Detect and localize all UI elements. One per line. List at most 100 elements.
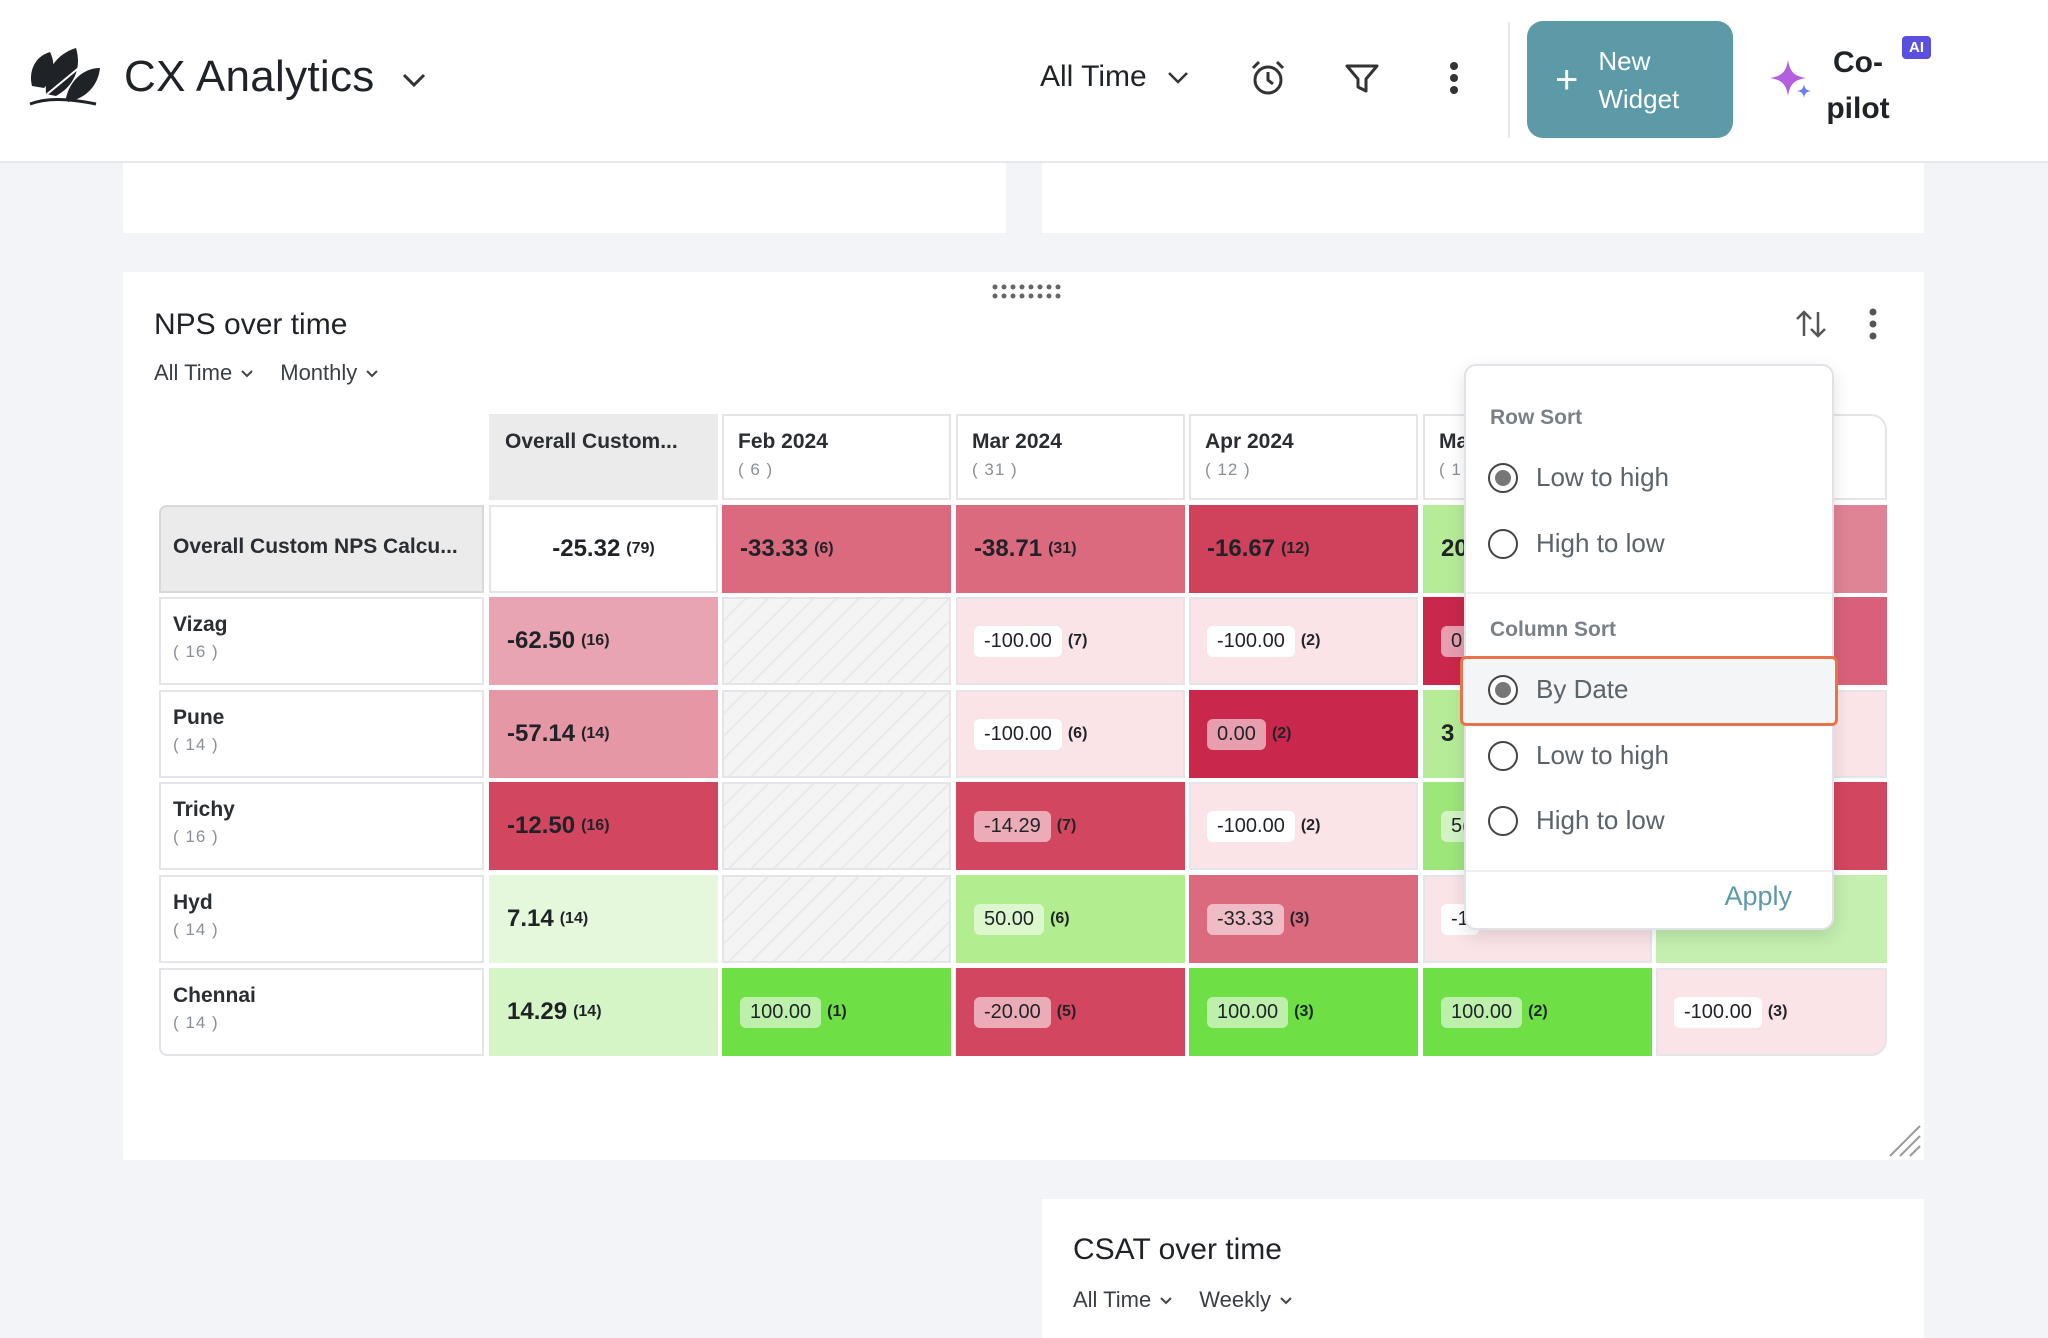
granularity-filter[interactable]: Monthly bbox=[280, 360, 379, 386]
nps-cell[interactable]: -62.50 (16) bbox=[489, 597, 718, 685]
widget-filters: All Time Weekly bbox=[1073, 1287, 1293, 1313]
nps-value: -57.14 bbox=[507, 720, 576, 747]
time-range-select[interactable]: All Time bbox=[1040, 60, 1191, 94]
nps-value: -100.00 bbox=[1674, 996, 1762, 1028]
row-header-trichy[interactable]: Trichy ( 16 ) bbox=[159, 782, 484, 870]
app-title[interactable]: CX Analytics bbox=[124, 52, 375, 101]
chevron-down-icon[interactable] bbox=[398, 64, 430, 96]
widget-filters: All Time Monthly bbox=[154, 360, 379, 386]
nps-cell[interactable]: 100.00 (2) bbox=[1423, 968, 1652, 1056]
header-divider bbox=[1508, 22, 1510, 138]
nps-value: 7.14 bbox=[507, 905, 554, 932]
nps-value: 50.00 bbox=[974, 903, 1045, 935]
nps-value: 100.00 bbox=[1441, 996, 1523, 1028]
column-header-apr-2024[interactable]: Apr 2024 ( 12 ) bbox=[1189, 414, 1418, 500]
option-label: Low to high bbox=[1536, 740, 1669, 770]
plus-icon: + bbox=[1555, 57, 1579, 102]
nps-cell[interactable]: 0.00 (2) bbox=[1189, 690, 1418, 778]
alarm-clock-icon[interactable] bbox=[1248, 58, 1288, 98]
nps-count: (3) bbox=[1289, 910, 1310, 927]
nps-count: (2) bbox=[1271, 725, 1292, 742]
widget-title: CSAT over time bbox=[1073, 1233, 1282, 1266]
copilot-button[interactable]: Co-pilot AI bbox=[1770, 36, 1931, 126]
nps-cell[interactable]: -100.00 (6) bbox=[956, 690, 1185, 778]
nps-cell[interactable]: 100.00 (1) bbox=[722, 968, 951, 1056]
nps-cell[interactable]: 14.29 (14) bbox=[489, 968, 718, 1056]
radio[interactable] bbox=[1488, 805, 1518, 836]
nps-cell[interactable]: -33.33 (3) bbox=[1189, 875, 1418, 963]
nps-cell[interactable]: 7.14 (14) bbox=[489, 875, 718, 963]
column-sort-low-to-high[interactable]: Low to high bbox=[1488, 740, 1669, 771]
filter-icon[interactable] bbox=[1342, 58, 1382, 98]
granularity-filter[interactable]: Weekly bbox=[1199, 1287, 1293, 1313]
copilot-label: Co-pilot bbox=[1826, 46, 1890, 125]
row-header-label: Chennai bbox=[173, 984, 256, 1007]
nps-count: (16) bbox=[581, 817, 610, 834]
sparkle-icon bbox=[1770, 60, 1811, 98]
column-header-count: ( 6 ) bbox=[738, 460, 774, 479]
top-header: CX Analytics All Time + New Widget Co-pi… bbox=[0, 0, 2048, 163]
row-header-count: ( 16 ) bbox=[173, 642, 219, 661]
range-filter-label: All Time bbox=[154, 360, 233, 385]
row-header-chennai[interactable]: Chennai ( 14 ) bbox=[159, 968, 484, 1056]
nps-cell-empty bbox=[722, 690, 951, 778]
ai-badge: AI bbox=[1902, 36, 1931, 59]
chevron-down-icon bbox=[366, 370, 379, 378]
resize-handle-icon[interactable] bbox=[1886, 1122, 1922, 1158]
column-header-label: Feb 2024 bbox=[738, 430, 828, 453]
option-label: High to low bbox=[1536, 528, 1665, 558]
row-sort-low-to-high[interactable]: Low to high bbox=[1488, 462, 1669, 493]
sort-arrows-icon[interactable] bbox=[1793, 306, 1829, 342]
nps-count: (2) bbox=[1528, 1003, 1548, 1020]
radio[interactable] bbox=[1488, 740, 1518, 771]
column-header-overall[interactable]: Overall Custom... bbox=[489, 414, 718, 500]
range-filter[interactable]: All Time bbox=[1073, 1287, 1173, 1313]
nps-cell[interactable]: 100.00 (3) bbox=[1189, 968, 1418, 1056]
row-header-hyd[interactable]: Hyd ( 14 ) bbox=[159, 875, 484, 963]
radio[interactable] bbox=[1488, 528, 1518, 559]
nps-cell[interactable]: -38.71 (31) bbox=[956, 505, 1185, 593]
row-header-overall[interactable]: Overall Custom NPS Calcu... bbox=[159, 505, 484, 593]
new-widget-button[interactable]: + New Widget bbox=[1527, 21, 1733, 138]
nps-value: -33.33 bbox=[740, 535, 809, 562]
row-header-count: ( 14 ) bbox=[173, 1013, 219, 1032]
nps-value: -20.00 bbox=[974, 996, 1051, 1028]
nps-count: (3) bbox=[1294, 1003, 1314, 1020]
nps-cell[interactable]: -16.67 (12) bbox=[1189, 505, 1418, 593]
apply-button[interactable]: Apply bbox=[1724, 881, 1792, 911]
radio-selected[interactable] bbox=[1488, 674, 1518, 705]
nps-cell[interactable]: -57.14 (14) bbox=[489, 690, 718, 778]
nps-cell[interactable]: -100.00 (2) bbox=[1189, 597, 1418, 685]
row-sort-high-to-low[interactable]: High to low bbox=[1488, 528, 1665, 559]
row-header-count: ( 14 ) bbox=[173, 920, 219, 939]
column-header-label: Apr 2024 bbox=[1205, 430, 1294, 453]
column-sort-high-to-low[interactable]: High to low bbox=[1488, 805, 1665, 836]
range-filter[interactable]: All Time bbox=[154, 360, 254, 386]
row-header-vizag[interactable]: Vizag ( 16 ) bbox=[159, 597, 484, 685]
drag-handle-icon[interactable] bbox=[991, 282, 1063, 302]
radio-selected[interactable] bbox=[1488, 462, 1518, 493]
nps-count: (1) bbox=[827, 1003, 847, 1020]
nps-count: (31) bbox=[1048, 540, 1077, 557]
nps-cell[interactable]: -12.50 (16) bbox=[489, 782, 718, 870]
more-vertical-icon[interactable] bbox=[1863, 306, 1883, 342]
row-header-pune[interactable]: Pune ( 14 ) bbox=[159, 690, 484, 778]
nps-cell[interactable]: -100.00 (2) bbox=[1189, 782, 1418, 870]
nps-count: (14) bbox=[581, 725, 610, 742]
nps-cell[interactable]: -100.00 (3) bbox=[1656, 968, 1887, 1056]
nps-cell[interactable]: -14.29 (7) bbox=[956, 782, 1185, 870]
nps-value: -25.32 bbox=[552, 535, 621, 562]
nps-cell[interactable]: -100.00 (7) bbox=[956, 597, 1185, 685]
row-sort-heading: Row Sort bbox=[1490, 406, 1583, 429]
nps-cell[interactable]: -20.00 (5) bbox=[956, 968, 1185, 1056]
column-header-mar-2024[interactable]: Mar 2024 ( 31 ) bbox=[956, 414, 1185, 500]
nps-value: 14.29 bbox=[507, 998, 568, 1025]
column-sort-by-date[interactable]: By Date bbox=[1488, 674, 1629, 705]
nps-cell[interactable]: 50.00 (6) bbox=[956, 875, 1185, 963]
nps-count: (14) bbox=[559, 910, 589, 927]
nps-value: 100.00 bbox=[1207, 996, 1289, 1028]
nps-cell[interactable]: -25.32 (79) bbox=[489, 505, 718, 593]
column-header-feb-2024[interactable]: Feb 2024 ( 6 ) bbox=[722, 414, 951, 500]
nps-cell[interactable]: -33.33 (6) bbox=[722, 505, 951, 593]
more-vertical-icon[interactable] bbox=[1434, 58, 1474, 98]
